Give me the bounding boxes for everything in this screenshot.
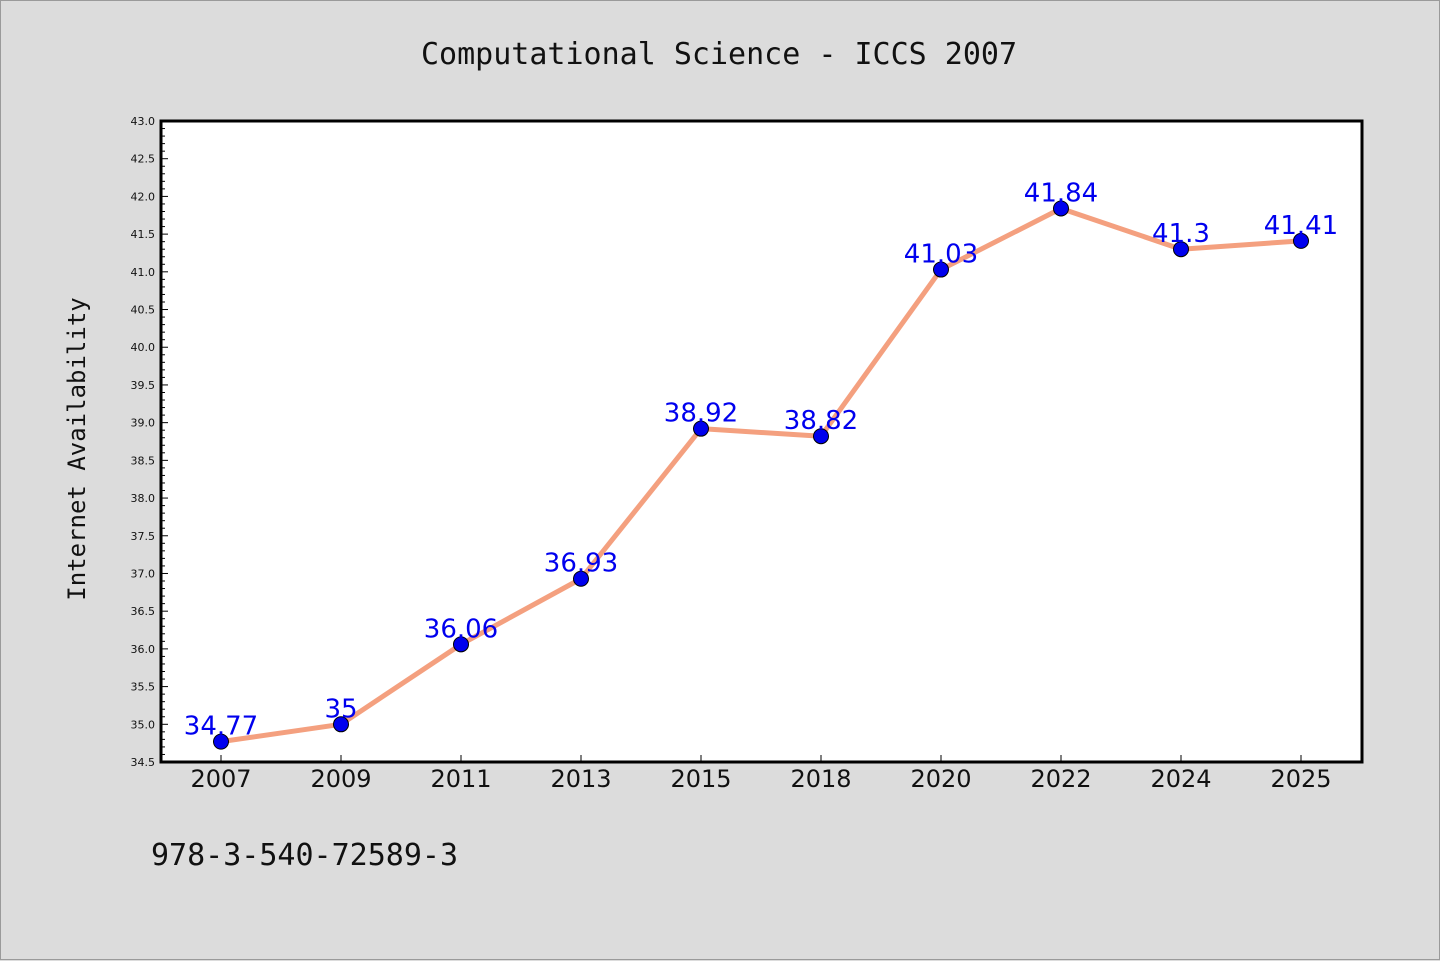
footer-isbn: 978-3-540-72589-3 xyxy=(151,838,458,873)
y-tick-label: 35.0 xyxy=(131,718,156,731)
x-tick-label: 2024 xyxy=(1150,765,1211,793)
y-tick-label: 38.0 xyxy=(131,492,156,505)
data-label: 38.92 xyxy=(664,399,738,429)
data-label: 36.93 xyxy=(544,549,618,579)
x-axis: 2007 2009 2011 2013 2015 2018 2020 2022 2024 2025 xyxy=(190,755,1332,793)
x-tick-label: 2025 xyxy=(1270,765,1331,793)
data-labels: 34.77 35 36.06 36.93 38.92 38.82 41.03 41.84 41.… xyxy=(184,178,1338,741)
data-point xyxy=(333,716,349,733)
y-tick-label: 37.5 xyxy=(131,530,156,543)
data-point xyxy=(1173,241,1189,258)
data-label: 35 xyxy=(324,694,357,724)
y-tick-label: 40.0 xyxy=(131,341,156,354)
x-tick-label: 2018 xyxy=(790,765,851,793)
y-tick-label: 41.5 xyxy=(131,228,156,241)
data-label: 41.41 xyxy=(1264,211,1338,241)
data-point xyxy=(213,733,229,750)
y-axis-label: Internet Availability xyxy=(63,297,91,600)
data-series xyxy=(213,200,1309,750)
x-tick-label: 2015 xyxy=(670,765,731,793)
y-tick-label: 35.5 xyxy=(131,681,156,694)
y-tick-label: 37.0 xyxy=(131,567,156,580)
plot-area xyxy=(159,119,1364,764)
x-tick-label: 2020 xyxy=(910,765,971,793)
x-tick-label: 2011 xyxy=(430,765,491,793)
data-point xyxy=(813,428,829,445)
y-tick-label: 34.5 xyxy=(131,756,156,769)
data-point xyxy=(573,570,589,587)
y-tick-label: 36.5 xyxy=(131,605,156,618)
data-label: 41.84 xyxy=(1024,178,1098,208)
data-label: 34.77 xyxy=(184,712,258,742)
data-point xyxy=(1293,232,1309,249)
x-tick-label: 2007 xyxy=(190,765,251,793)
y-tick-label: 42.0 xyxy=(131,190,156,203)
data-point xyxy=(933,261,949,278)
y-axis: 34.5 35.0 35.5 36.0 36.5 37.0 37.5 38.0 38.5 39.0… xyxy=(131,115,168,769)
data-label: 41.03 xyxy=(904,240,978,270)
y-tick-label: 43.0 xyxy=(131,115,156,128)
series-line xyxy=(218,205,1304,745)
y-tick-label: 39.5 xyxy=(131,379,156,392)
x-tick-label: 2013 xyxy=(550,765,611,793)
chart-title: Computational Science - ICCS 2007 xyxy=(421,37,1017,72)
data-label: 36.06 xyxy=(424,614,498,644)
data-point xyxy=(693,420,709,437)
data-label: 41.3 xyxy=(1152,219,1210,249)
data-point xyxy=(453,636,469,653)
y-tick-label: 40.5 xyxy=(131,304,156,317)
x-tick-label: 2009 xyxy=(310,765,371,793)
y-tick-label: 41.0 xyxy=(131,266,156,279)
y-tick-label: 38.5 xyxy=(131,454,156,467)
data-point xyxy=(1053,200,1069,217)
y-tick-label: 42.5 xyxy=(131,153,156,166)
data-label: 38.82 xyxy=(784,406,858,436)
y-tick-label: 36.0 xyxy=(131,643,156,656)
y-tick-label: 39.0 xyxy=(131,417,156,430)
x-tick-label: 2022 xyxy=(1030,765,1091,793)
